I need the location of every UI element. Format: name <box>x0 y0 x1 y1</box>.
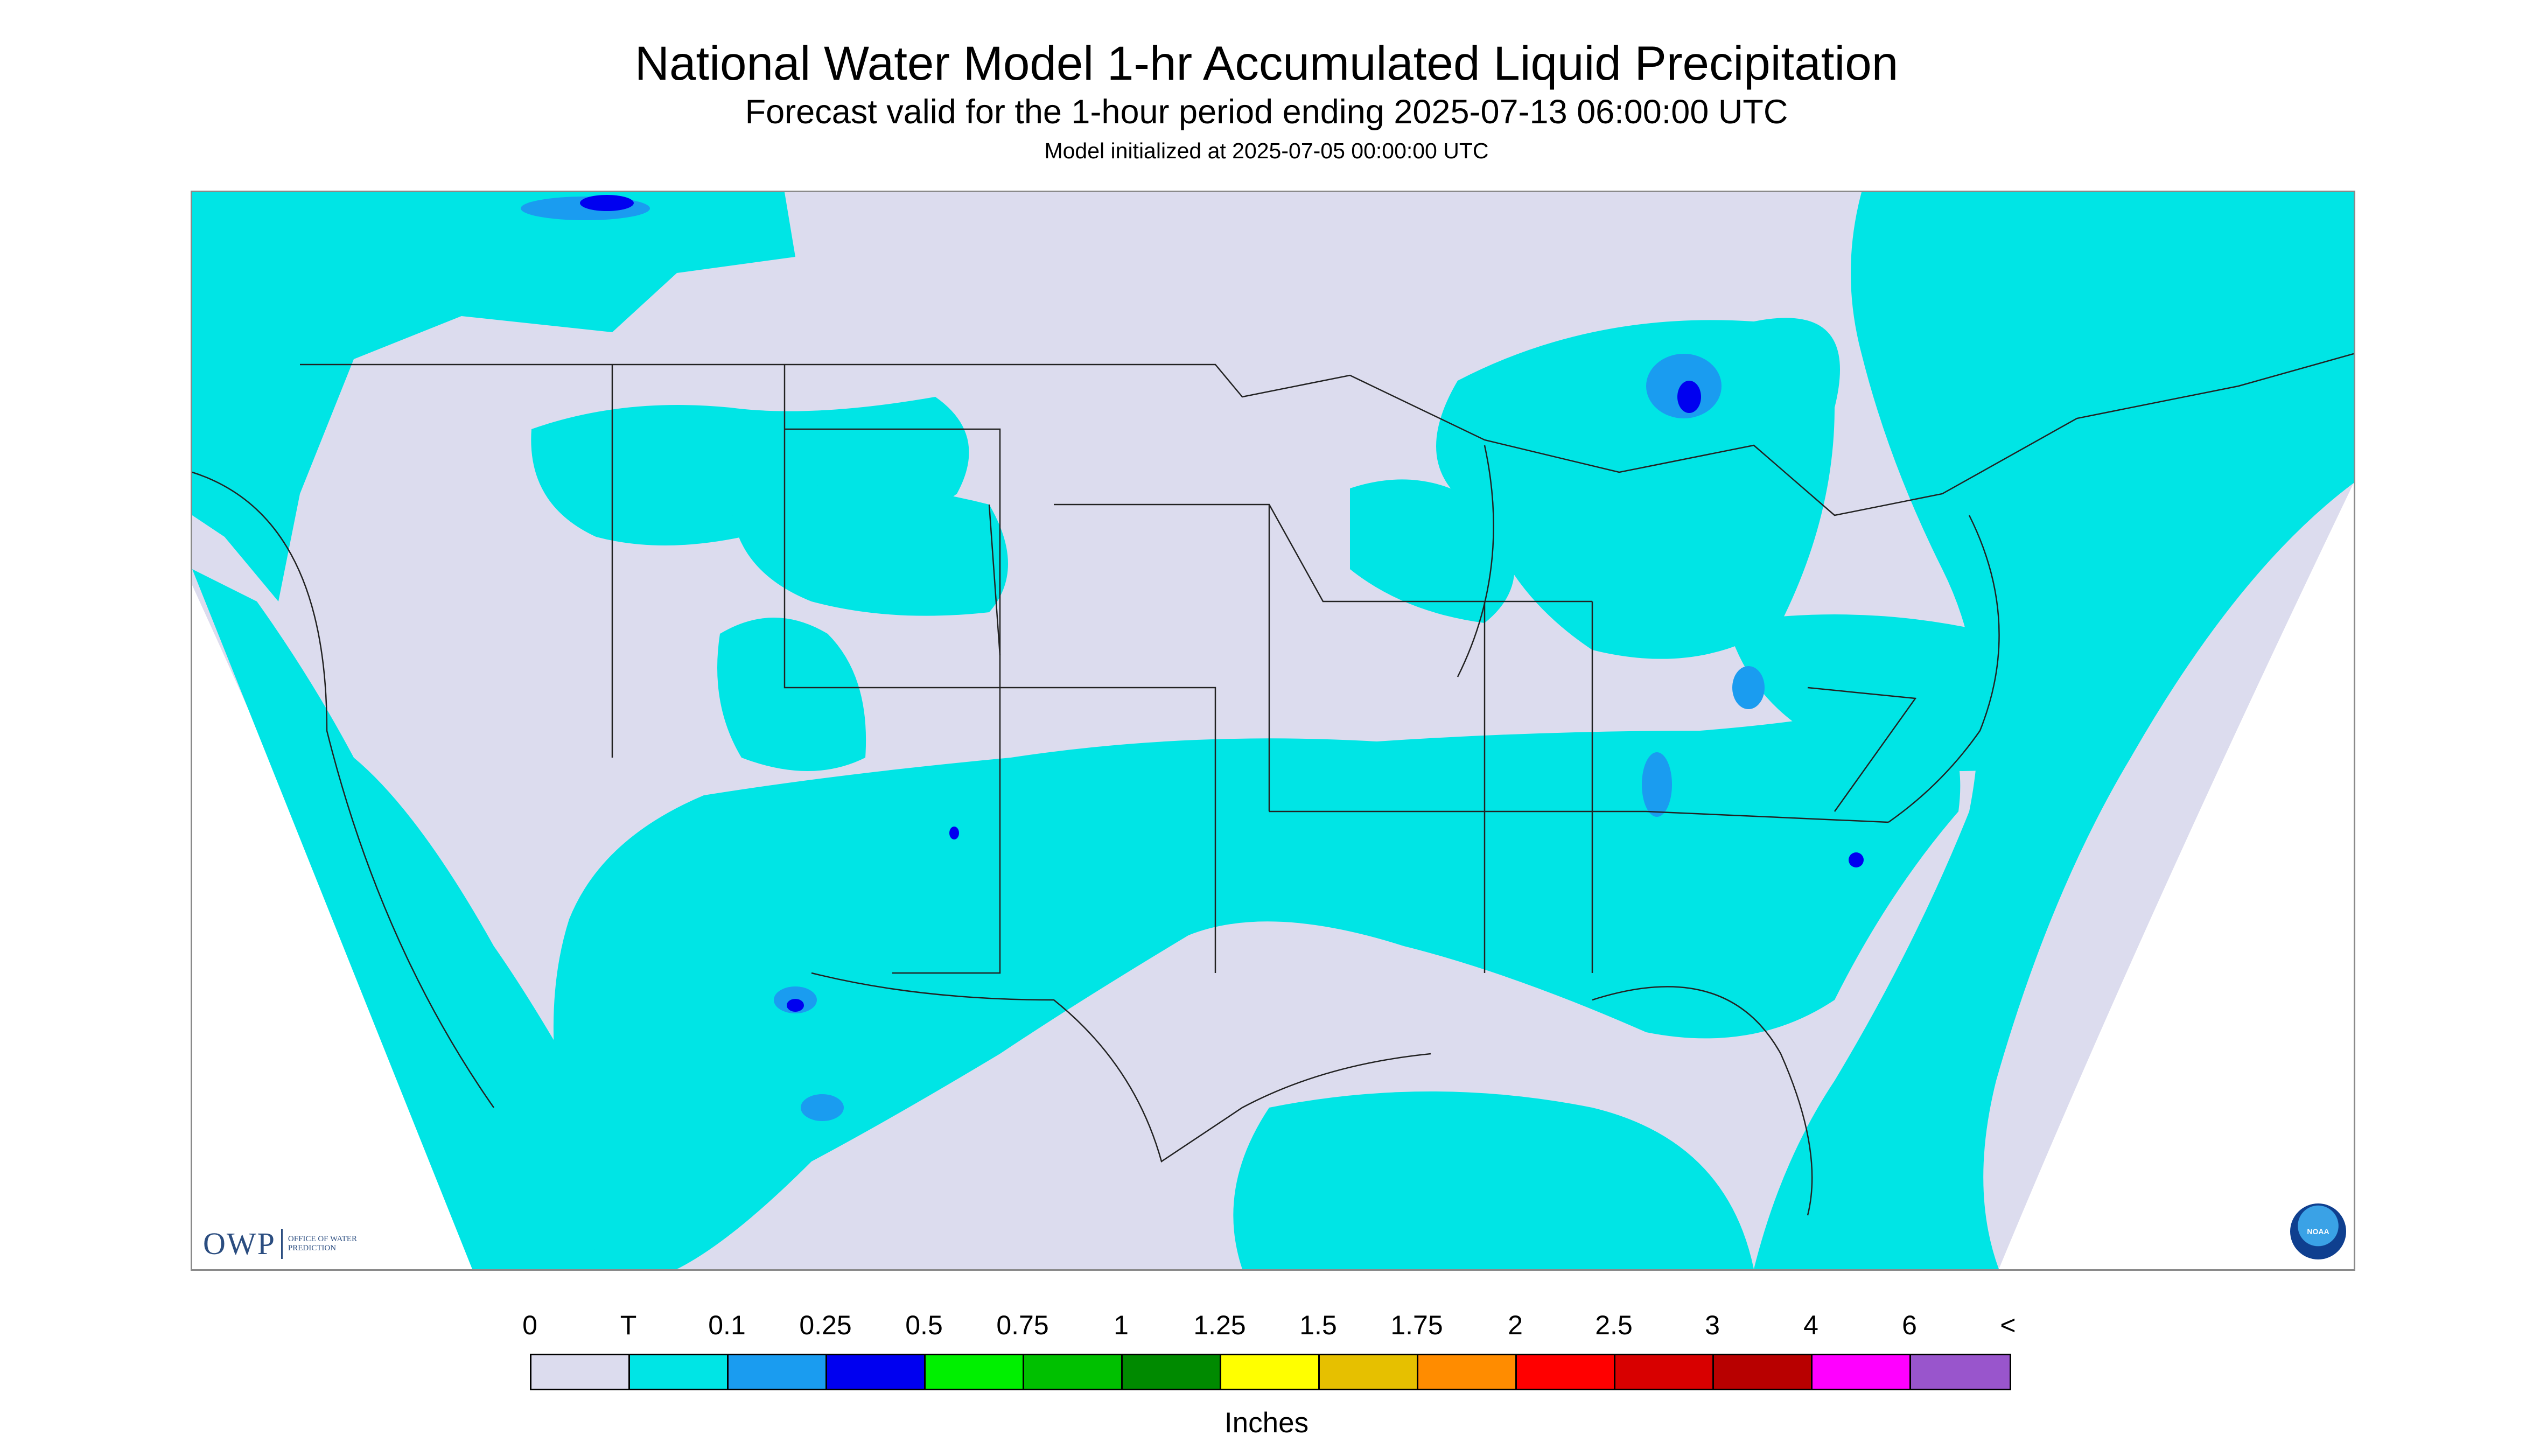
legend-swatch <box>1615 1355 1714 1389</box>
legend-labels: 0 T 0.1 0.25 0.5 0.75 1 1.25 1.5 1.75 2 2.5 3 4 6 < <box>0 1310 2533 1342</box>
legend-swatch <box>1911 1355 2010 1389</box>
owp-logo-text: OWP <box>203 1226 276 1261</box>
owp-logo-divider <box>281 1228 283 1259</box>
noaa-logo-text: NOAA <box>2307 1227 2329 1236</box>
legend-label: 6 <box>1902 1310 1917 1340</box>
legend-label: 1.5 <box>1299 1310 1337 1340</box>
legend-label: 2.5 <box>1595 1310 1633 1340</box>
legend-swatch <box>926 1355 1024 1389</box>
forecast-valid-subtitle: Forecast valid for the 1-hour period end… <box>745 93 1788 131</box>
legend-swatch <box>531 1355 630 1389</box>
legend-label: T <box>620 1310 637 1340</box>
boundary-lines <box>192 353 2354 1216</box>
legend-label: 1 <box>1114 1310 1129 1340</box>
legend-label: 0.5 <box>905 1310 943 1340</box>
legend-swatch <box>1714 1355 1813 1389</box>
projection-edge-left <box>192 585 472 1269</box>
legend-swatch <box>1320 1355 1418 1389</box>
legend-label: 4 <box>1803 1310 1818 1340</box>
precipitation-map: OWP OFFICE OF WATER PREDICTION NOAA <box>191 191 2355 1271</box>
map-canvas <box>192 192 2354 1269</box>
precip-trace-areas <box>192 192 2354 1269</box>
legend-swatch <box>1123 1355 1221 1389</box>
legend-label: 3 <box>1705 1310 1720 1340</box>
legend-label: 0 <box>522 1310 537 1340</box>
model-init-line: Model initialized at 2025-07-05 00:00:00… <box>1044 138 1489 163</box>
projection-edge-right <box>1999 483 2354 1269</box>
legend-label: < <box>2000 1310 2016 1340</box>
legend-label: 2 <box>1508 1310 1523 1340</box>
legend-color-bar <box>530 1354 2011 1390</box>
noaa-logo-icon: NOAA <box>2290 1203 2346 1259</box>
map-title: National Water Model 1-hr Accumulated Li… <box>634 36 1899 90</box>
legend-swatch <box>1517 1355 1615 1389</box>
owp-logo-block: OWP OFFICE OF WATER PREDICTION <box>203 1226 358 1262</box>
legend-swatch <box>1813 1355 1911 1389</box>
legend-label: 1.75 <box>1390 1310 1443 1340</box>
owp-logo-subtext: OFFICE OF WATER PREDICTION <box>288 1234 357 1252</box>
legend-swatch <box>1024 1355 1123 1389</box>
legend-swatch <box>827 1355 926 1389</box>
legend-label: 0.1 <box>708 1310 746 1340</box>
legend-label: 0.75 <box>996 1310 1049 1340</box>
legend-swatch <box>630 1355 729 1389</box>
legend-label: 1.25 <box>1193 1310 1246 1340</box>
legend-label: 0.25 <box>799 1310 852 1340</box>
legend-swatch <box>1418 1355 1517 1389</box>
legend-swatch <box>729 1355 827 1389</box>
legend-units: Inches <box>1224 1407 1309 1439</box>
legend-swatch <box>1221 1355 1320 1389</box>
precip-medium-areas <box>580 195 1864 1012</box>
